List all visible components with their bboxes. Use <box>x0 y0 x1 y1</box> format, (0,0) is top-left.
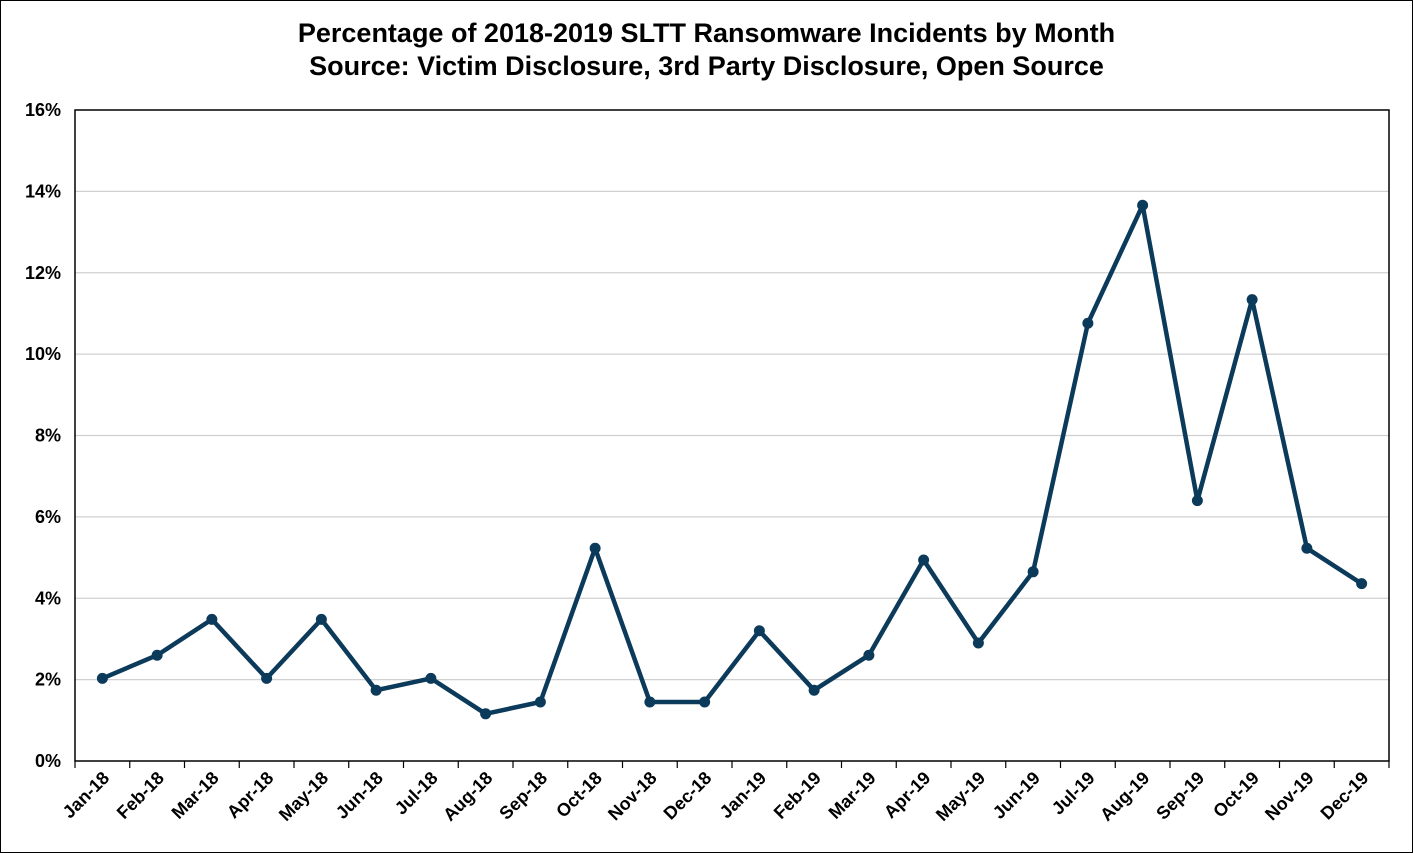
data-point <box>206 613 218 625</box>
y-tick-label: 6% <box>35 507 61 527</box>
x-tick-label: Apr-18 <box>223 768 277 822</box>
x-tick-label: Jul-18 <box>391 768 442 819</box>
y-tick-label: 12% <box>25 263 61 283</box>
y-tick-label: 2% <box>35 670 61 690</box>
x-tick-label: Jan-19 <box>716 768 770 822</box>
data-point <box>1027 566 1039 578</box>
data-point <box>808 684 820 696</box>
x-tick-label: Dec-19 <box>1317 768 1373 824</box>
x-tick-label: Jun-19 <box>989 768 1044 823</box>
x-tick-label: Aug-18 <box>439 768 496 825</box>
y-tick-label: 0% <box>35 751 61 771</box>
data-point <box>370 684 382 696</box>
y-tick-label: 14% <box>25 181 61 201</box>
x-tick-label: Sep-19 <box>1152 768 1208 824</box>
data-point <box>589 542 601 554</box>
x-tick-label: Mar-19 <box>825 768 880 823</box>
plot-area-border <box>74 109 1390 762</box>
gridlines <box>75 190 1389 681</box>
data-point <box>1082 317 1094 329</box>
x-tick-label: Nov-19 <box>1261 768 1318 825</box>
data-point <box>1356 578 1368 590</box>
x-tick-label: Nov-18 <box>604 768 661 825</box>
x-tick-label: Sep-18 <box>495 768 551 824</box>
data-point <box>644 696 656 708</box>
chart-title-block: Percentage of 2018-2019 SLTT Ransomware … <box>1 17 1412 83</box>
x-tick-label: Jul-19 <box>1048 768 1099 819</box>
data-point <box>1137 199 1149 211</box>
data-point <box>863 649 875 661</box>
data-point <box>480 708 492 720</box>
x-tick-label: Jan-18 <box>59 768 113 822</box>
x-tick-label: Mar-18 <box>168 768 223 823</box>
data-point <box>96 672 108 684</box>
y-axis-ticks: 0% 2% 4% 6% 8% 10% 12% 14% 16% <box>25 100 61 771</box>
x-tick-label: May-19 <box>932 768 989 825</box>
data-point <box>699 696 711 708</box>
data-point <box>151 649 163 661</box>
data-point <box>315 613 327 625</box>
y-tick-label: 4% <box>35 588 61 608</box>
data-point <box>534 696 546 708</box>
chart-subtitle: Source: Victim Disclosure, 3rd Party Dis… <box>309 51 1104 81</box>
chart-title: Percentage of 2018-2019 SLTT Ransomware … <box>297 18 1116 48</box>
x-tick-label: Aug-19 <box>1096 768 1153 825</box>
x-tick-label: Oct-18 <box>552 768 606 822</box>
data-point <box>1246 294 1258 306</box>
data-point <box>425 672 437 684</box>
data-point <box>1191 495 1203 507</box>
series-layer <box>96 199 1368 720</box>
data-point <box>753 625 765 637</box>
data-point <box>918 554 930 566</box>
y-tick-label: 16% <box>25 100 61 120</box>
x-tick-label: Jun-18 <box>332 768 387 823</box>
x-tick-label: Feb-18 <box>113 768 168 823</box>
y-tick-label: 8% <box>35 426 61 446</box>
x-tick-label: May-18 <box>275 768 332 825</box>
x-tick-label: Feb-19 <box>770 768 825 823</box>
data-point <box>261 672 273 684</box>
y-tick-label: 10% <box>25 344 61 364</box>
data-point <box>1301 542 1313 554</box>
x-tick-label: Apr-19 <box>880 768 934 822</box>
x-tick-label: Dec-18 <box>660 768 716 824</box>
data-point <box>972 637 984 649</box>
series-line <box>100 202 1364 717</box>
x-tick-label: Oct-19 <box>1209 768 1263 822</box>
